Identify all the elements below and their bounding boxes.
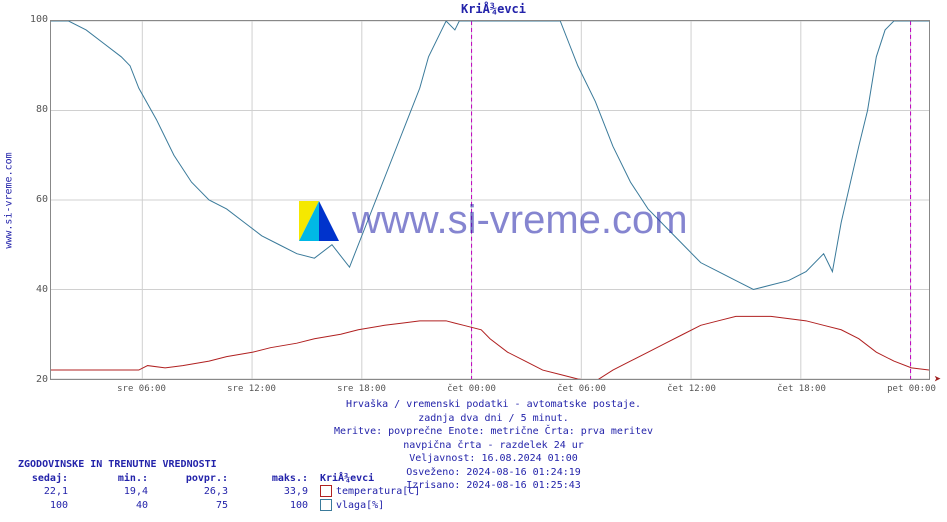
stats-col-header: sedaj: xyxy=(18,472,80,486)
x-arrow-icon: ➤ xyxy=(934,372,941,386)
x-tick: čet 18:00 xyxy=(777,384,826,394)
y-tick: 20 xyxy=(28,374,48,385)
x-tick: pet 00:00 xyxy=(887,384,936,394)
stats-cell: 19,4 xyxy=(80,485,160,499)
caption-line: navpična črta - razdelek 24 ur xyxy=(50,439,937,453)
stats-cell: 40 xyxy=(80,499,160,513)
caption-line: Meritve: povprečne Enote: metrične Črta:… xyxy=(50,425,937,439)
y-tick: 80 xyxy=(28,104,48,115)
caption-line: zadnja dva dni / 5 minut. xyxy=(50,412,937,426)
stats-cell: 22,1 xyxy=(18,485,80,499)
stats-row: 22,119,426,333,9 xyxy=(18,485,320,499)
plot-svg xyxy=(51,21,929,379)
stats-cell: 100 xyxy=(18,499,80,513)
series-legend: KriÅ¾evcitemperatura[C]vlaga[%] xyxy=(320,472,420,513)
legend-item: temperatura[C] xyxy=(320,485,420,499)
stats-col-header: povpr.: xyxy=(160,472,240,486)
stats-cell: 100 xyxy=(240,499,320,513)
stats-col-header: min.: xyxy=(80,472,160,486)
x-tick: sre 12:00 xyxy=(227,384,276,394)
x-tick: čet 06:00 xyxy=(557,384,606,394)
stats-row: 1004075100 xyxy=(18,499,320,513)
caption-line: Hrvaška / vremenski podatki - avtomatske… xyxy=(50,398,937,412)
y-tick: 40 xyxy=(28,284,48,295)
y-axis-url-text: www.si-vreme.com xyxy=(4,152,15,248)
chart-title: KriÅ¾evci xyxy=(50,2,937,16)
stats-cell: 75 xyxy=(160,499,240,513)
x-tick: sre 06:00 xyxy=(117,384,166,394)
y-axis-url-label: www.si-vreme.com xyxy=(2,20,16,380)
x-tick: čet 00:00 xyxy=(447,384,496,394)
plot-area xyxy=(50,20,930,380)
y-tick: 100 xyxy=(28,14,48,25)
x-tick: čet 12:00 xyxy=(667,384,716,394)
stats-cell: 33,9 xyxy=(240,485,320,499)
stats-table: ZGODOVINSKE IN TRENUTNE VREDNOSTI sedaj:… xyxy=(18,458,320,512)
legend-item: vlaga[%] xyxy=(320,499,420,513)
stats-header-row: sedaj:min.:povpr.:maks.: xyxy=(18,472,320,486)
x-tick: sre 18:00 xyxy=(337,384,386,394)
stats-col-header: maks.: xyxy=(240,472,320,486)
legend-location: KriÅ¾evci xyxy=(320,472,420,486)
stats-cell: 26,3 xyxy=(160,485,240,499)
chart-page: { "title": "KriÅ¾evci", "ylabel_url": "w… xyxy=(0,0,947,522)
stats-title: ZGODOVINSKE IN TRENUTNE VREDNOSTI xyxy=(18,458,320,472)
y-tick: 60 xyxy=(28,194,48,205)
